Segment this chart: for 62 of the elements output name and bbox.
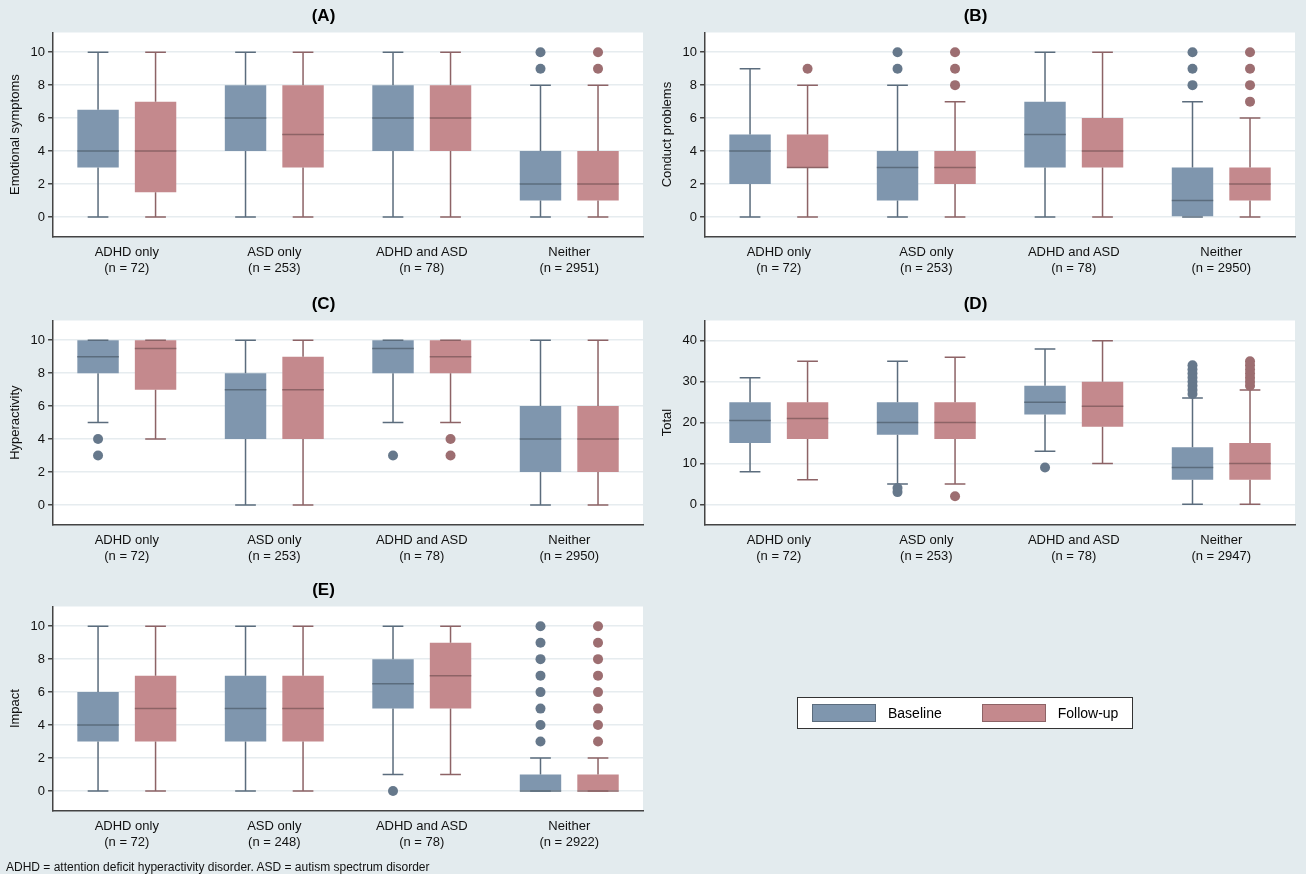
y-tick-label: 30 (682, 373, 698, 389)
y-tick-label: 6 (37, 397, 46, 413)
text: ADHD = attention deficit hyperactivity disorder. ASD = autism spectrum disorder (6, 860, 431, 874)
y-tick-label: 0 (37, 496, 46, 512)
x-tick-label: ADHD and ASD (n = 78) (1027, 244, 1120, 275)
y-tick-label: 8 (37, 650, 46, 666)
y-axis-title: Impact (7, 688, 23, 729)
x-tick-label: ADHD only (n = 72) (746, 532, 812, 563)
y-tick-label: 8 (689, 76, 698, 92)
x-tick-label: ASD only (n = 253) (899, 244, 954, 275)
y-tick-label: 10 (30, 43, 46, 59)
y-tick-label: 6 (689, 109, 698, 125)
x-tick-label: ADHD and ASD (n = 78) (1027, 532, 1120, 563)
y-axis-title: Emotional symptoms (7, 73, 23, 195)
y-tick-label: 4 (37, 716, 46, 732)
x-tick-label: Neither (n = 2922) (539, 818, 600, 849)
x-tick-label: ASD only (n = 253) (247, 244, 302, 275)
y-tick-label: 8 (37, 76, 46, 92)
y-tick-label: 0 (689, 495, 698, 511)
x-tick-label: ADHD only (n = 72) (94, 818, 160, 849)
chart-title: (C) (311, 293, 336, 313)
legend-label: Baseline (888, 705, 942, 721)
x-tick-label: ASD only (n = 253) (899, 532, 954, 563)
y-axis-title: Total (659, 408, 675, 437)
y-tick-label: 6 (37, 109, 46, 125)
x-tick-label: Neither (n = 2950) (539, 532, 600, 563)
x-tick-label: ADHD and ASD (n = 78) (375, 532, 468, 563)
y-tick-label: 6 (37, 683, 46, 699)
y-axis-title: Hyperactivity (7, 384, 23, 460)
legend-label: Follow-up (1057, 705, 1119, 721)
y-tick-label: 2 (37, 175, 46, 191)
y-tick-label: 2 (37, 463, 46, 479)
y-tick-label: 2 (689, 175, 698, 191)
y-tick-label: 4 (37, 430, 46, 446)
chart-title: (B) (963, 5, 988, 25)
x-tick-label: Neither (n = 2951) (539, 244, 600, 275)
x-tick-label: ASD only (n = 248) (247, 818, 302, 849)
x-tick-label: ASD only (n = 253) (247, 532, 302, 563)
x-tick-label: Neither (n = 2947) (1191, 532, 1252, 563)
x-tick-label: ADHD only (n = 72) (94, 244, 160, 275)
y-tick-label: 0 (37, 782, 46, 798)
y-tick-label: 0 (37, 208, 46, 224)
y-tick-label: 10 (682, 43, 698, 59)
y-tick-label: 4 (37, 142, 46, 158)
x-tick-label: ADHD and ASD (n = 78) (375, 818, 468, 849)
y-tick-label: 0 (689, 208, 698, 224)
y-tick-label: 10 (30, 331, 46, 347)
x-tick-label: ADHD and ASD (n = 78) (375, 244, 468, 275)
y-tick-label: 10 (30, 617, 46, 633)
y-tick-label: 2 (37, 749, 46, 765)
y-tick-label: 10 (682, 455, 698, 471)
x-tick-label: ADHD only (n = 72) (746, 244, 812, 275)
chart-title: (A) (311, 5, 336, 25)
chart-title: (D) (963, 293, 988, 313)
y-tick-label: 8 (37, 364, 46, 380)
y-tick-label: 4 (689, 142, 698, 158)
y-tick-label: 20 (682, 414, 698, 430)
y-axis-title: Conduct problems (659, 81, 675, 188)
x-tick-label: Neither (n = 2950) (1191, 244, 1252, 275)
x-tick-label: ADHD only (n = 72) (94, 532, 160, 563)
chart-title: (E) (312, 579, 335, 599)
y-tick-label: 40 (682, 332, 698, 348)
